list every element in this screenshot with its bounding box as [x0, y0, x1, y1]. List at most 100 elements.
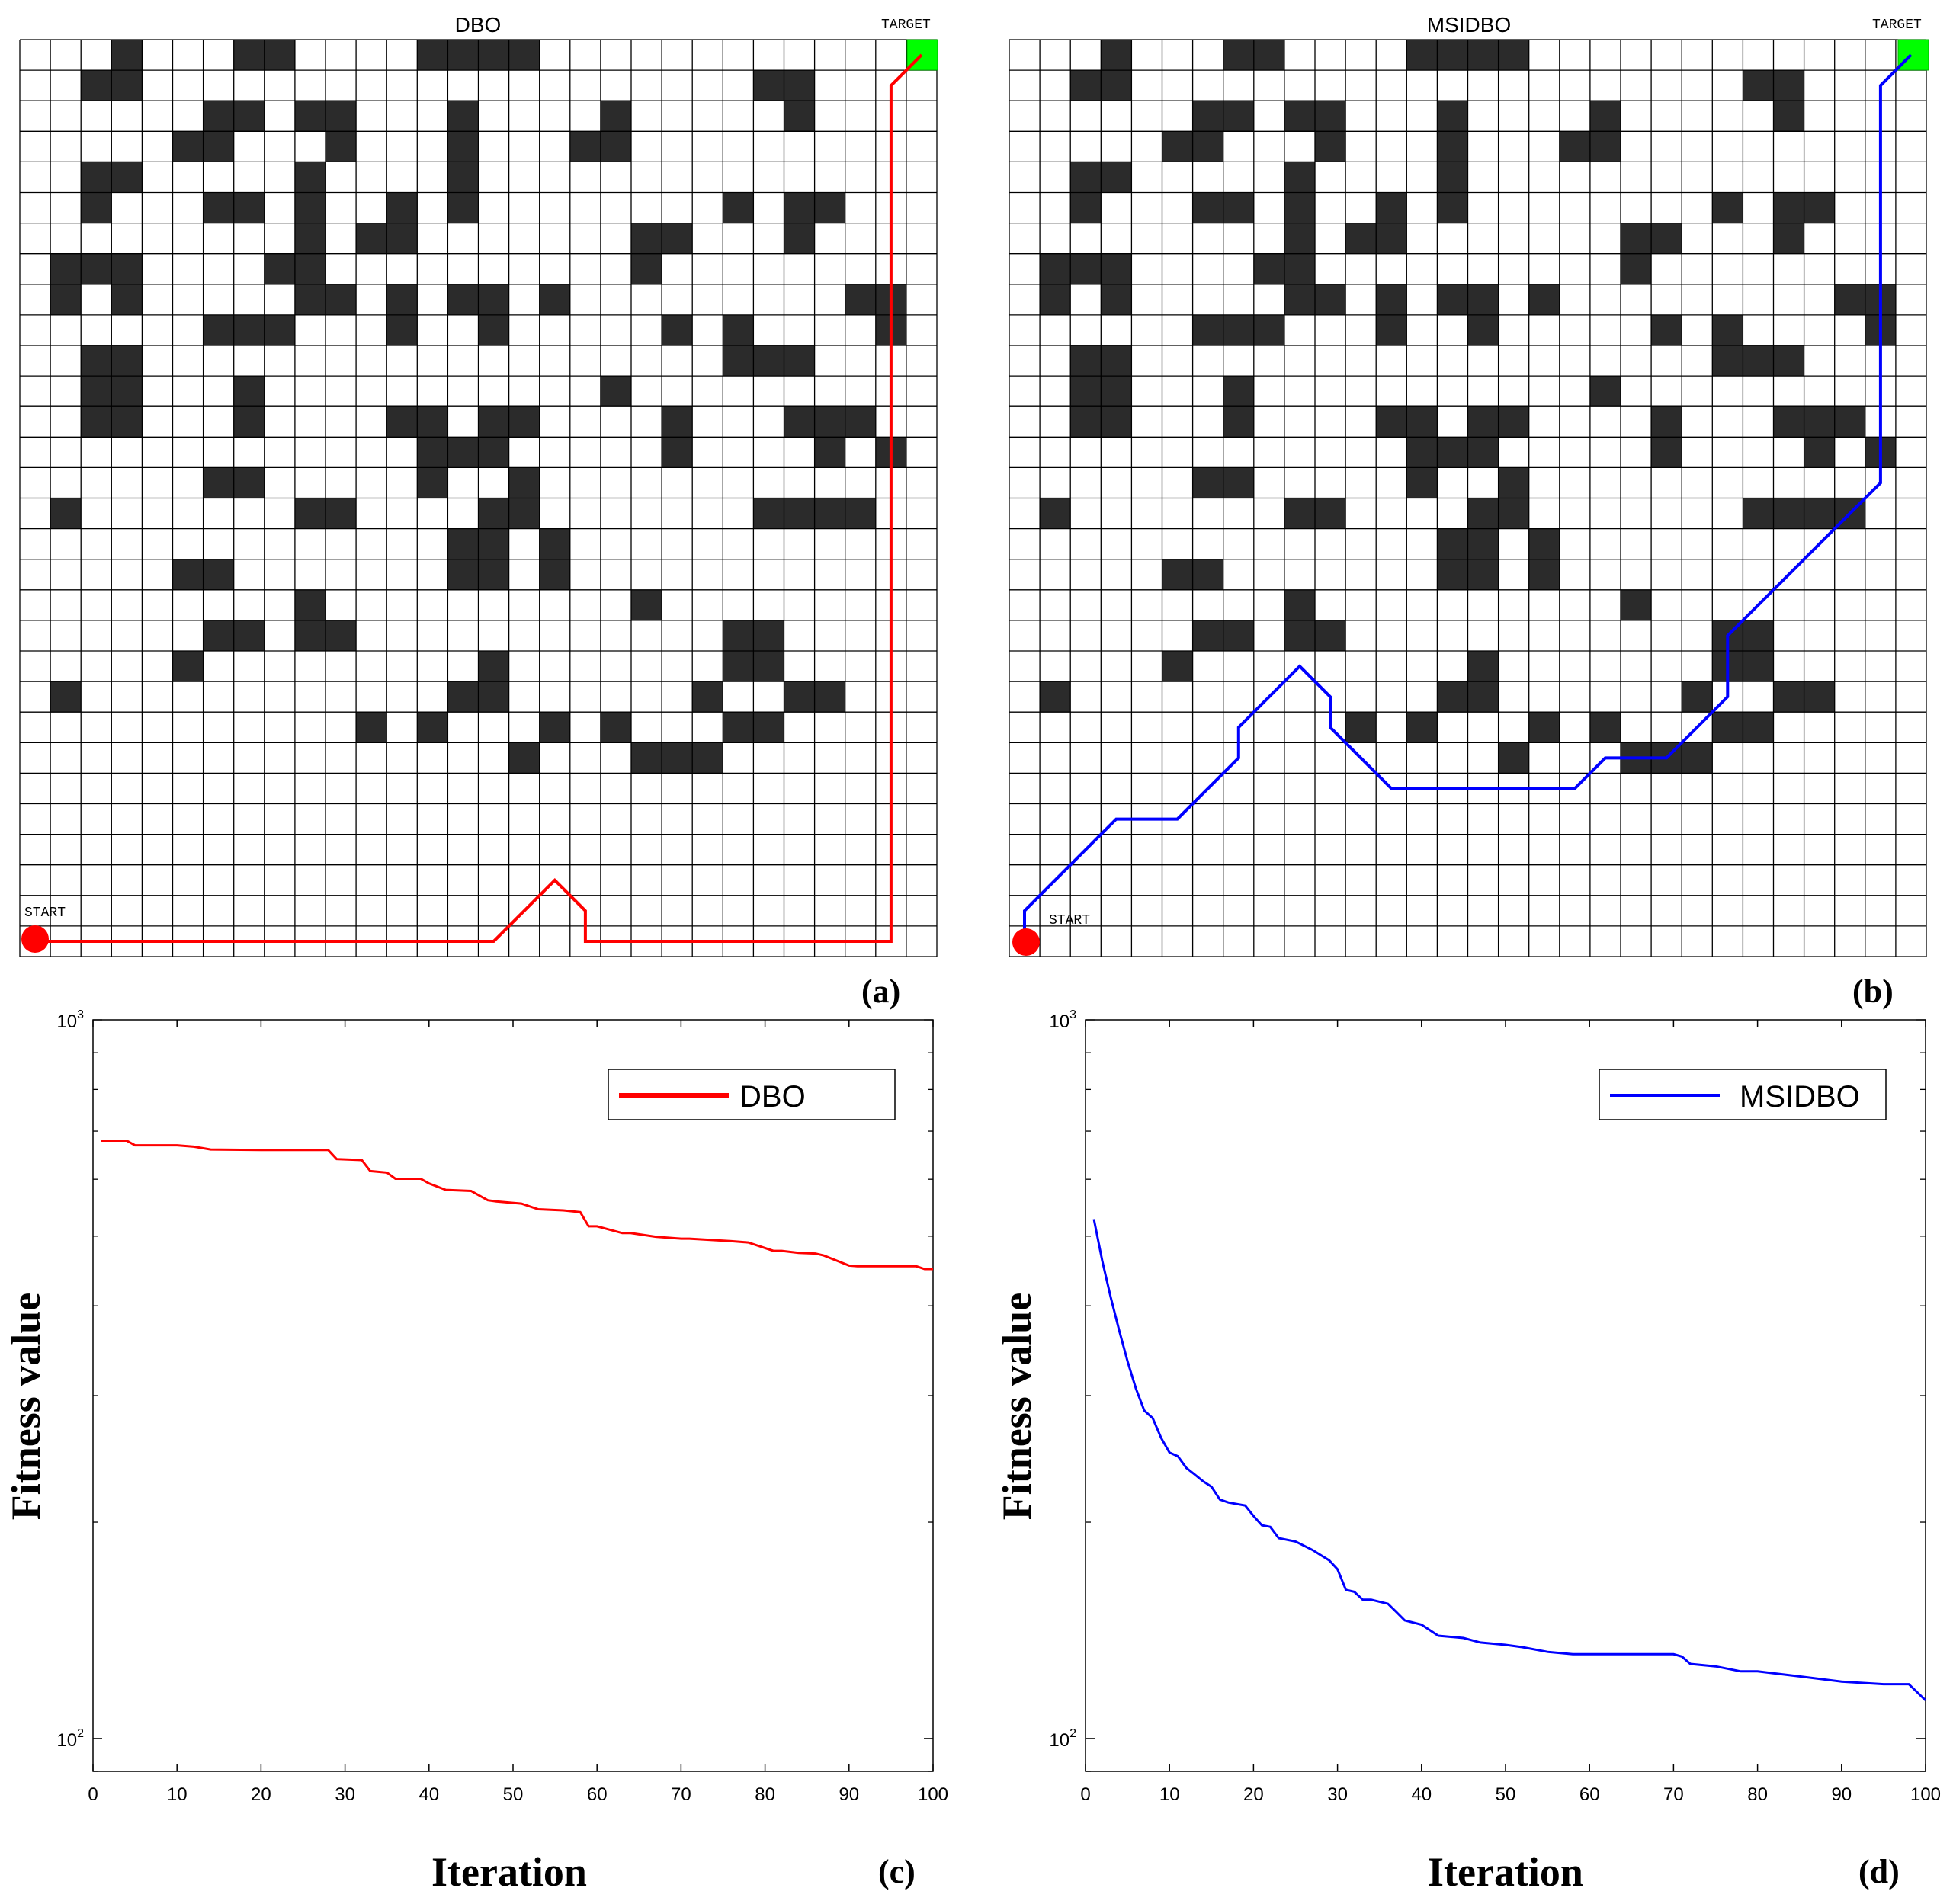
obstacle-cell	[1743, 712, 1774, 743]
obstacle-cell	[1467, 406, 1499, 438]
obstacle-cell	[50, 498, 82, 529]
obstacle-cell	[203, 101, 234, 132]
x-tick-label: 10	[1159, 1784, 1180, 1805]
obstacle-cell	[447, 528, 479, 559]
obstacle-cell	[50, 253, 82, 284]
plot-area-msidbo	[1085, 1019, 1926, 1772]
obstacle-cell	[600, 376, 631, 407]
obstacle-cell	[1223, 101, 1254, 132]
obstacle-cell	[1621, 253, 1652, 284]
obstacle-cell	[294, 620, 326, 651]
obstacle-cell	[631, 223, 662, 254]
obstacle-cell	[1192, 192, 1223, 223]
panel-label-a: (a)	[861, 973, 900, 1010]
obstacle-cell	[753, 712, 784, 743]
obstacle-cell	[386, 284, 418, 315]
obstacle-cell	[111, 376, 143, 407]
obstacle-cell	[1070, 406, 1102, 438]
obstacle-cell	[1528, 284, 1560, 315]
obstacle-cell	[1070, 162, 1102, 193]
obstacle-cell	[1406, 712, 1438, 743]
obstacle-cell	[264, 253, 295, 284]
obstacle-cell	[1223, 192, 1254, 223]
obstacle-cell	[1376, 314, 1407, 345]
start-marker-dbo	[21, 925, 49, 953]
obstacle-cell	[1773, 101, 1804, 132]
obstacle-cell	[386, 192, 418, 223]
obstacle-cell	[478, 528, 509, 559]
legend-msidbo: MSIDBO	[1599, 1069, 1887, 1120]
obstacle-cell	[662, 223, 693, 254]
obstacle-cell	[1101, 284, 1132, 315]
obstacle-cell	[1345, 712, 1377, 743]
obstacle-cell	[1467, 528, 1499, 559]
obstacle-cell	[723, 345, 754, 377]
obstacle-cell	[1101, 406, 1132, 438]
obstacle-cell	[1101, 40, 1132, 71]
obstacle-cell	[1743, 70, 1774, 101]
obstacle-cell	[508, 40, 540, 71]
obstacle-cell	[1101, 345, 1132, 377]
obstacle-cell	[1192, 314, 1223, 345]
obstacle-cell	[111, 70, 143, 101]
x-axis-label-dbo: Iteration	[431, 1849, 587, 1895]
obstacle-cell	[662, 314, 693, 345]
obstacle-cell	[1192, 101, 1223, 132]
obstacle-cell	[1192, 559, 1223, 590]
obstacle-cell	[1223, 620, 1254, 651]
obstacle-cell	[447, 40, 479, 71]
obstacle-cell	[294, 253, 326, 284]
y-tick-label-base: 10	[1049, 1730, 1070, 1751]
x-tick-label: 90	[839, 1784, 859, 1805]
obstacle-cell	[692, 742, 723, 774]
path-line-dbo	[35, 53, 923, 943]
obstacle-cell	[600, 712, 631, 743]
obstacle-cell	[1467, 498, 1499, 529]
obstacle-cell	[1284, 101, 1315, 132]
obstacle-cell	[1589, 101, 1621, 132]
legend-label-dbo: DBO	[739, 1080, 806, 1114]
x-tick-label: 20	[251, 1784, 271, 1805]
obstacle-cell	[784, 681, 815, 713]
obstacle-cell	[81, 253, 112, 284]
obstacle-cell	[294, 101, 326, 132]
grid-title-msidbo: MSIDBO	[1427, 13, 1511, 37]
obstacle-cell	[1253, 40, 1284, 71]
obstacle-cell	[203, 467, 234, 498]
obstacle-cell	[508, 406, 540, 438]
obstacle-cell	[1773, 498, 1804, 529]
grid-panel-msidbo: MSIDBO START TARGET (b)	[1009, 13, 1929, 1010]
obstacle-cell	[508, 742, 540, 774]
obstacle-cell	[111, 345, 143, 377]
obstacle-cell	[417, 467, 448, 498]
obstacle-cell	[723, 620, 754, 651]
obstacle-cell	[417, 712, 448, 743]
obstacle-cell	[1437, 681, 1468, 713]
y-axis-label-dbo: Fitness value	[3, 1293, 49, 1521]
x-tick-label: 10	[167, 1784, 188, 1805]
obstacle-cell	[203, 314, 234, 345]
obstacle-cell	[753, 70, 784, 101]
obstacle-cell	[569, 131, 601, 162]
obstacle-cell	[1070, 345, 1102, 377]
obstacle-cell	[1437, 528, 1468, 559]
x-tick-label: 50	[503, 1784, 524, 1805]
obstacle-cell	[203, 620, 234, 651]
obstacle-cell	[1528, 559, 1560, 590]
x-tick-label: 30	[1327, 1784, 1348, 1805]
obstacle-cell	[814, 192, 845, 223]
obstacle-cell	[81, 376, 112, 407]
obstacle-cell	[233, 376, 265, 407]
obstacle-cell	[1498, 40, 1529, 71]
obstacle-cell	[447, 681, 479, 713]
obstacle-cell	[1223, 314, 1254, 345]
obstacle-cell	[1621, 223, 1652, 254]
x-tick-label: 0	[88, 1784, 98, 1805]
obstacle-cell	[600, 131, 631, 162]
obstacle-cell	[1712, 314, 1743, 345]
obstacle-cell	[1712, 192, 1743, 223]
y-axis-label-msidbo: Fitness value	[994, 1293, 1040, 1521]
obstacle-cell	[784, 192, 815, 223]
obstacle-cell	[631, 253, 662, 284]
